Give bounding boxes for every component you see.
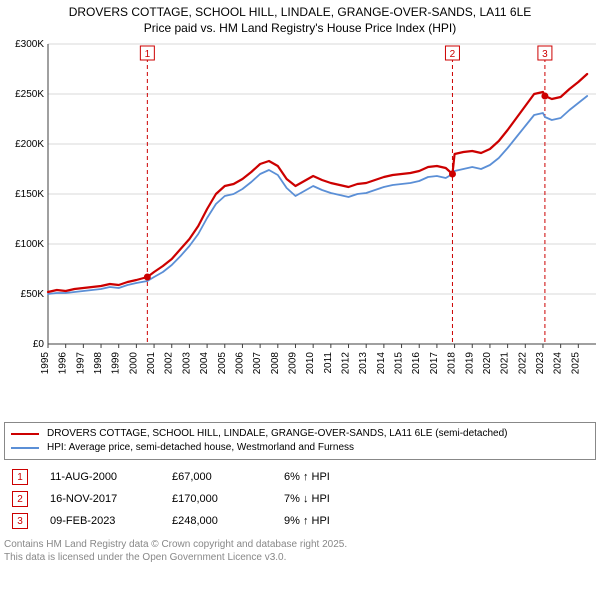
svg-text:£100K: £100K (15, 239, 44, 250)
svg-text:2006: 2006 (234, 352, 245, 375)
annotation-badge: 2 (12, 491, 28, 507)
chart-title: DROVERS COTTAGE, SCHOOL HILL, LINDALE, G… (0, 0, 600, 38)
footer-line-2: This data is licensed under the Open Gov… (4, 551, 596, 564)
svg-text:2024: 2024 (553, 352, 564, 375)
legend: DROVERS COTTAGE, SCHOOL HILL, LINDALE, G… (4, 422, 596, 460)
svg-text:£300K: £300K (15, 39, 44, 50)
attribution-footer: Contains HM Land Registry data © Crown c… (4, 538, 596, 564)
title-line-1: DROVERS COTTAGE, SCHOOL HILL, LINDALE, G… (8, 4, 592, 20)
annotation-date: 09-FEB-2023 (50, 515, 150, 527)
annotation-badge: 1 (12, 469, 28, 485)
svg-text:2005: 2005 (217, 352, 228, 375)
svg-text:2011: 2011 (323, 352, 334, 374)
annotation-price: £67,000 (172, 471, 262, 483)
svg-text:3: 3 (542, 49, 548, 60)
line-chart: £0 £50K £100K £150K £200K £250K £300K 1995 1996 1… (0, 38, 600, 418)
annotation-row: 2 16-NOV-2017 £170,000 7% ↓ HPI (4, 488, 596, 510)
svg-text:2019: 2019 (464, 352, 475, 375)
svg-text:£200K: £200K (15, 139, 44, 150)
svg-text:£50K: £50K (21, 289, 45, 300)
svg-text:2001: 2001 (146, 352, 157, 375)
annotation-price: £248,000 (172, 515, 262, 527)
svg-text:2021: 2021 (500, 352, 511, 375)
legend-swatch (11, 447, 39, 449)
svg-text:2007: 2007 (252, 352, 263, 375)
annotation-row: 1 11-AUG-2000 £67,000 6% ↑ HPI (4, 466, 596, 488)
annotation-date: 16-NOV-2017 (50, 493, 150, 505)
annotation-badge: 3 (12, 513, 28, 529)
svg-text:2009: 2009 (287, 352, 298, 375)
svg-text:£150K: £150K (15, 189, 44, 200)
svg-text:2: 2 (450, 49, 456, 60)
title-line-2: Price paid vs. HM Land Registry's House … (8, 20, 592, 36)
svg-text:2000: 2000 (128, 352, 139, 375)
legend-item: DROVERS COTTAGE, SCHOOL HILL, LINDALE, G… (11, 427, 589, 441)
annotation-date: 11-AUG-2000 (50, 471, 150, 483)
footer-line-1: Contains HM Land Registry data © Crown c… (4, 538, 596, 551)
annotation-row: 3 09-FEB-2023 £248,000 9% ↑ HPI (4, 510, 596, 532)
svg-text:2015: 2015 (394, 352, 405, 375)
legend-label: DROVERS COTTAGE, SCHOOL HILL, LINDALE, G… (47, 427, 508, 441)
annotation-diff: 9% ↑ HPI (284, 515, 384, 527)
svg-text:2010: 2010 (305, 352, 316, 375)
legend-swatch (11, 433, 39, 435)
svg-text:2023: 2023 (535, 352, 546, 375)
svg-text:2020: 2020 (482, 352, 493, 375)
svg-text:2003: 2003 (181, 352, 192, 375)
annotation-price: £170,000 (172, 493, 262, 505)
legend-label: HPI: Average price, semi-detached house,… (47, 441, 354, 455)
svg-text:£250K: £250K (15, 89, 44, 100)
svg-text:1999: 1999 (111, 352, 122, 375)
svg-text:1997: 1997 (75, 352, 86, 375)
svg-text:1996: 1996 (58, 352, 69, 375)
annotation-diff: 6% ↑ HPI (284, 471, 384, 483)
svg-text:2013: 2013 (358, 352, 369, 375)
svg-text:£0: £0 (33, 339, 45, 350)
svg-text:1998: 1998 (93, 352, 104, 375)
svg-text:2004: 2004 (199, 352, 210, 375)
svg-text:2017: 2017 (429, 352, 440, 375)
svg-text:2022: 2022 (517, 352, 528, 375)
svg-text:2018: 2018 (447, 352, 458, 375)
svg-text:2025: 2025 (570, 352, 581, 375)
svg-text:1: 1 (145, 49, 151, 60)
annotation-diff: 7% ↓ HPI (284, 493, 384, 505)
annotation-table: 1 11-AUG-2000 £67,000 6% ↑ HPI 2 16-NOV-… (4, 466, 596, 532)
svg-text:2002: 2002 (164, 352, 175, 375)
svg-text:2014: 2014 (376, 352, 387, 375)
svg-text:1995: 1995 (40, 352, 51, 375)
svg-text:2008: 2008 (270, 352, 281, 375)
legend-item: HPI: Average price, semi-detached house,… (11, 441, 589, 455)
svg-text:2012: 2012 (341, 352, 352, 375)
svg-text:2016: 2016 (411, 352, 422, 375)
